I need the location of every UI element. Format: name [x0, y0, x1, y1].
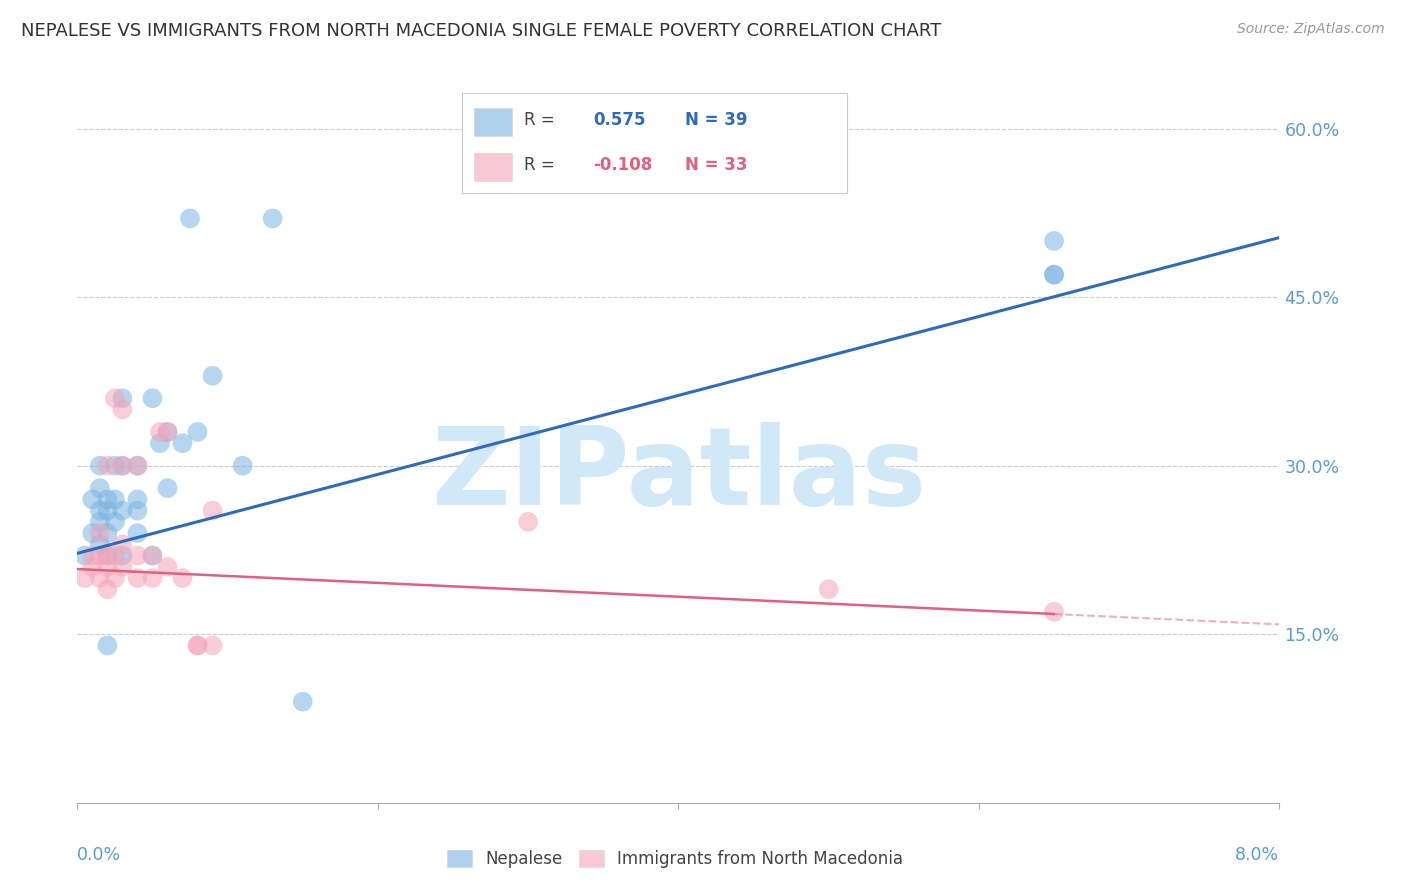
- Point: [127, 492, 149, 507]
- Point: [156, 481, 179, 495]
- Point: [96, 559, 118, 574]
- Point: [111, 458, 134, 473]
- Point: [111, 458, 134, 473]
- Point: [96, 639, 118, 653]
- Point: [111, 402, 134, 417]
- Point: [1043, 268, 1066, 282]
- Point: [89, 503, 111, 517]
- Point: [111, 537, 134, 551]
- Point: [127, 549, 149, 563]
- Point: [201, 368, 224, 383]
- Point: [127, 526, 149, 541]
- Point: [156, 425, 179, 439]
- Point: [172, 571, 194, 585]
- Point: [104, 571, 127, 585]
- Text: Source: ZipAtlas.com: Source: ZipAtlas.com: [1237, 22, 1385, 37]
- Point: [89, 481, 111, 495]
- Point: [89, 549, 111, 563]
- Point: [187, 425, 209, 439]
- Point: [127, 503, 149, 517]
- Point: [82, 492, 104, 507]
- Point: [156, 425, 179, 439]
- Point: [1043, 605, 1066, 619]
- Point: [89, 515, 111, 529]
- Point: [96, 458, 118, 473]
- Point: [73, 571, 96, 585]
- Point: [96, 549, 118, 563]
- Point: [262, 211, 284, 226]
- Point: [104, 492, 127, 507]
- Point: [82, 526, 104, 541]
- Point: [141, 571, 163, 585]
- Point: [89, 537, 111, 551]
- Point: [1043, 234, 1066, 248]
- Point: [96, 549, 118, 563]
- Point: [82, 549, 104, 563]
- Point: [73, 549, 96, 563]
- Point: [291, 695, 314, 709]
- Point: [141, 391, 163, 405]
- Text: NEPALESE VS IMMIGRANTS FROM NORTH MACEDONIA SINGLE FEMALE POVERTY CORRELATION CH: NEPALESE VS IMMIGRANTS FROM NORTH MACEDO…: [21, 22, 942, 40]
- Point: [172, 436, 194, 450]
- Point: [127, 571, 149, 585]
- Point: [111, 391, 134, 405]
- Point: [179, 211, 201, 226]
- Point: [141, 549, 163, 563]
- Point: [111, 559, 134, 574]
- Point: [96, 492, 118, 507]
- Point: [232, 458, 254, 473]
- Point: [89, 458, 111, 473]
- Text: ZIPatlas: ZIPatlas: [430, 422, 927, 527]
- Point: [89, 571, 111, 585]
- Point: [89, 526, 111, 541]
- Point: [104, 391, 127, 405]
- Point: [149, 425, 172, 439]
- Point: [104, 458, 127, 473]
- Point: [96, 503, 118, 517]
- Point: [104, 515, 127, 529]
- Point: [1043, 268, 1066, 282]
- Point: [149, 436, 172, 450]
- Point: [201, 503, 224, 517]
- Point: [104, 549, 127, 563]
- Point: [517, 515, 540, 529]
- Point: [187, 639, 209, 653]
- Point: [201, 639, 224, 653]
- Point: [111, 503, 134, 517]
- Point: [187, 639, 209, 653]
- Point: [127, 458, 149, 473]
- Point: [96, 526, 118, 541]
- Point: [111, 549, 134, 563]
- Point: [817, 582, 839, 597]
- Point: [156, 559, 179, 574]
- Legend: Nepalese, Immigrants from North Macedonia: Nepalese, Immigrants from North Macedoni…: [440, 843, 910, 875]
- Point: [96, 582, 118, 597]
- Text: 8.0%: 8.0%: [1236, 846, 1279, 863]
- Text: 0.0%: 0.0%: [77, 846, 121, 863]
- Point: [127, 458, 149, 473]
- Point: [82, 559, 104, 574]
- Point: [141, 549, 163, 563]
